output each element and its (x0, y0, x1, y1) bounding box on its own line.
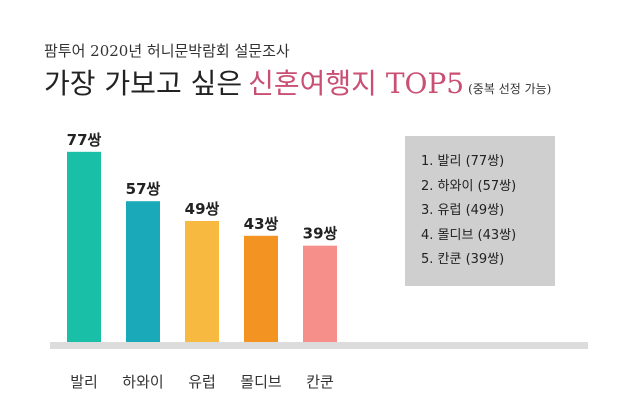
survey-subtitle: 팜투어 2020년 허니문박람회 설문조사 (44, 42, 290, 60)
category-label-5: 칸쿤 (306, 373, 334, 391)
bar-2 (126, 201, 160, 342)
chart-title-main: 가장 가보고 싶은 (44, 67, 243, 100)
category-label-3: 유럽 (188, 373, 216, 391)
bar-4 (244, 235, 278, 342)
category-label-1: 발리 (70, 373, 98, 391)
bar-5 (303, 245, 337, 342)
category-label-2: 하와이 (122, 373, 163, 391)
bar-value-label-5: 39쌍 (303, 225, 338, 243)
bar-value-label-1: 77쌍 (67, 131, 102, 149)
ranking-legend-box: 1. 발리 (77쌍) 2. 하와이 (57쌍) 3. 유럽 (49쌍) 4. … (405, 136, 555, 286)
bar-1 (67, 151, 101, 342)
chart-baseline (50, 342, 588, 349)
title-row: 가장 가보고 싶은 신혼여행지 TOP5 (중복 선정 가능) (44, 62, 551, 102)
legend-item-2: 2. 하와이 (57쌍) (421, 178, 517, 194)
chart-title-note: (중복 선정 가능) (468, 82, 552, 96)
legend-item-5: 5. 칸쿤 (39쌍) (421, 252, 505, 267)
category-label-4: 몰디브 (240, 373, 282, 391)
bar-value-label-3: 49쌍 (185, 200, 220, 218)
bar-3 (185, 220, 219, 342)
legend-item-3: 3. 유럽 (49쌍) (421, 203, 505, 218)
bar-value-label-2: 57쌍 (126, 180, 161, 198)
legend-item-1: 1. 발리 (77쌍) (421, 154, 505, 169)
bar-value-label-4: 43쌍 (244, 215, 279, 233)
legend-item-4: 4. 몰디브 (43쌍) (421, 227, 517, 243)
chart-title-accent: 신혼여행지 TOP5 (248, 67, 465, 100)
